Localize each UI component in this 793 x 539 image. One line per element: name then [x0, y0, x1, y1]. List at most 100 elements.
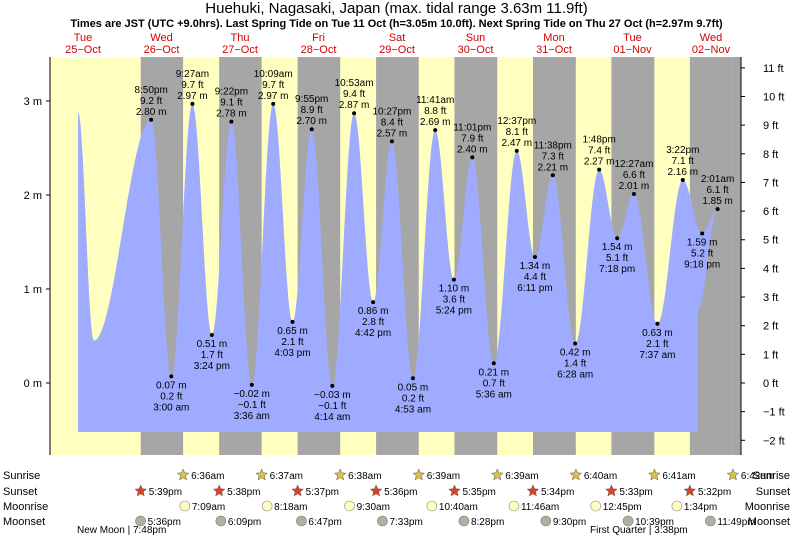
high-tide-time: 11:38pm: [534, 140, 572, 151]
low-tide-height-m: 0.65 m: [277, 326, 308, 337]
low-tide-point: [290, 319, 295, 324]
high-tide-point: [229, 119, 234, 124]
right-tick-label: 2 ft: [763, 321, 778, 333]
moonrise-icon: [344, 500, 355, 512]
low-tide-height-m: 0.42 m: [560, 348, 591, 359]
high-tide-time: 10:53am: [335, 78, 374, 89]
sunrise-time: 6:38am: [348, 471, 381, 482]
high-tide-point: [470, 155, 475, 160]
low-tide-point: [169, 374, 174, 379]
row-label-right: Moonset: [748, 516, 790, 528]
right-tick-label: 3 ft: [763, 292, 778, 304]
high-tide-point: [680, 177, 685, 182]
low-tide-time: 7:37 am: [639, 350, 675, 361]
low-tide-point: [410, 376, 415, 381]
sunrise-icon: [333, 468, 347, 481]
row-label-right: Moonrise: [745, 501, 790, 513]
low-tide-time: 6:11 pm: [517, 283, 552, 294]
low-tide-height-ft: 2.1 ft: [281, 337, 303, 348]
moonset-time: 11:49pm: [717, 517, 755, 528]
date-label: 02−Nov: [692, 44, 731, 56]
moonset-time: 8:28pm: [471, 517, 504, 528]
low-tide-height-m: 0.51 m: [197, 339, 228, 350]
low-tide-height-m: 0.21 m: [479, 367, 510, 378]
moon-phase-new: New Moon | 7:48pm: [77, 525, 167, 536]
high-tide-height-ft: 9.1 ft: [220, 98, 242, 109]
low-tide-point: [330, 383, 335, 388]
high-tide-height-ft: 7.3 ft: [542, 151, 564, 162]
high-tide-point: [715, 207, 720, 212]
sunrise-time: 6:41am: [662, 471, 695, 482]
sunrise-icon: [412, 468, 426, 481]
low-tide-height-ft: 2.1 ft: [646, 339, 668, 350]
day-of-week-label: Fri: [312, 32, 325, 44]
date-label: 27−Oct: [222, 44, 258, 56]
sunset-icon: [683, 484, 697, 497]
sunset-time: 5:36pm: [384, 487, 417, 498]
sunset-time: 5:33pm: [619, 487, 652, 498]
sunset-icon: [134, 484, 148, 497]
moonset-icon: [540, 515, 552, 527]
day-of-week-label: Mon: [543, 32, 564, 44]
right-tick-label: 0 ft: [763, 378, 778, 390]
high-tide-height-ft: 9.7 ft: [262, 80, 284, 91]
high-tide-height-m: 2.27 m: [584, 157, 615, 168]
moonrise-icon: [261, 500, 273, 512]
high-tide-time: 2:01am: [701, 174, 734, 185]
low-tide-point: [371, 300, 376, 305]
sunset-icon: [448, 484, 461, 497]
low-tide-height-m: 0.63 m: [642, 328, 673, 339]
date-label: 01−Nov: [613, 44, 652, 56]
low-tide-point: [615, 236, 620, 241]
high-tide-point: [433, 128, 438, 133]
moonrise-icon: [508, 500, 520, 512]
low-tide-point: [451, 277, 456, 282]
high-tide-point: [597, 167, 602, 172]
high-tide-time: 9:55pm: [295, 94, 328, 105]
high-tide-time: 3:22pm: [666, 145, 699, 156]
high-tide-point: [149, 117, 154, 122]
moonset-icon: [135, 515, 146, 527]
date-label: 25−Oct: [65, 44, 101, 56]
sunset-icon: [526, 484, 540, 497]
high-tide-height-m: 2.97 m: [177, 91, 208, 102]
high-tide-height-m: 2.40 m: [457, 144, 488, 155]
high-tide-height-ft: 9.2 ft: [140, 96, 162, 107]
day-of-week-label: Tue: [74, 32, 93, 44]
moonset-icon: [458, 515, 470, 527]
low-tide-height-ft: 5.1 ft: [606, 253, 628, 264]
moonrise-icon: [179, 500, 191, 512]
row-label-left: Sunset: [3, 486, 37, 498]
low-tide-time: 9:18 pm: [684, 260, 720, 271]
high-tide-height-ft: 8.9 ft: [301, 105, 323, 116]
low-tide-height-ft: 4.4 ft: [524, 272, 546, 283]
background-bands: [50, 57, 741, 455]
low-tide-point: [249, 382, 254, 387]
low-tide-height-m: 1.59 m: [687, 238, 718, 249]
chart-title: Huehuki, Nagasaki, Japan (max. tidal ran…: [205, 0, 588, 17]
sunset-time: 5:39pm: [149, 487, 182, 498]
high-tide-height-m: 2.57 m: [377, 128, 408, 139]
left-tick-label: 3 m: [24, 96, 42, 108]
high-tide-height-ft: 9.4 ft: [343, 89, 365, 100]
right-tick-label: 10 ft: [763, 91, 784, 103]
moonrise-icon: [671, 500, 683, 512]
low-tide-height-m: 0.07 m: [156, 380, 187, 391]
sunset-icon: [291, 484, 304, 497]
low-tide-time: 4:03 pm: [274, 348, 310, 359]
sunrise-icon: [648, 468, 661, 481]
sunrise-time: 6:42am: [741, 471, 774, 482]
low-tide-point: [700, 231, 705, 236]
row-label-left: Moonrise: [3, 501, 48, 513]
low-tide-height-m: 1.54 m: [602, 242, 633, 253]
left-tick-label: 0 m: [24, 378, 42, 390]
right-tick-label: 5 ft: [763, 235, 778, 247]
low-tide-height-m: −0.02 m: [234, 389, 270, 400]
sunset-icon: [212, 484, 226, 497]
sunrise-time: 6:39am: [505, 471, 538, 482]
high-tide-point: [631, 192, 636, 197]
moonrise-time: 11:46am: [521, 502, 559, 513]
high-tide-height-ft: 8.8 ft: [424, 106, 446, 117]
high-tide-point: [389, 139, 394, 144]
